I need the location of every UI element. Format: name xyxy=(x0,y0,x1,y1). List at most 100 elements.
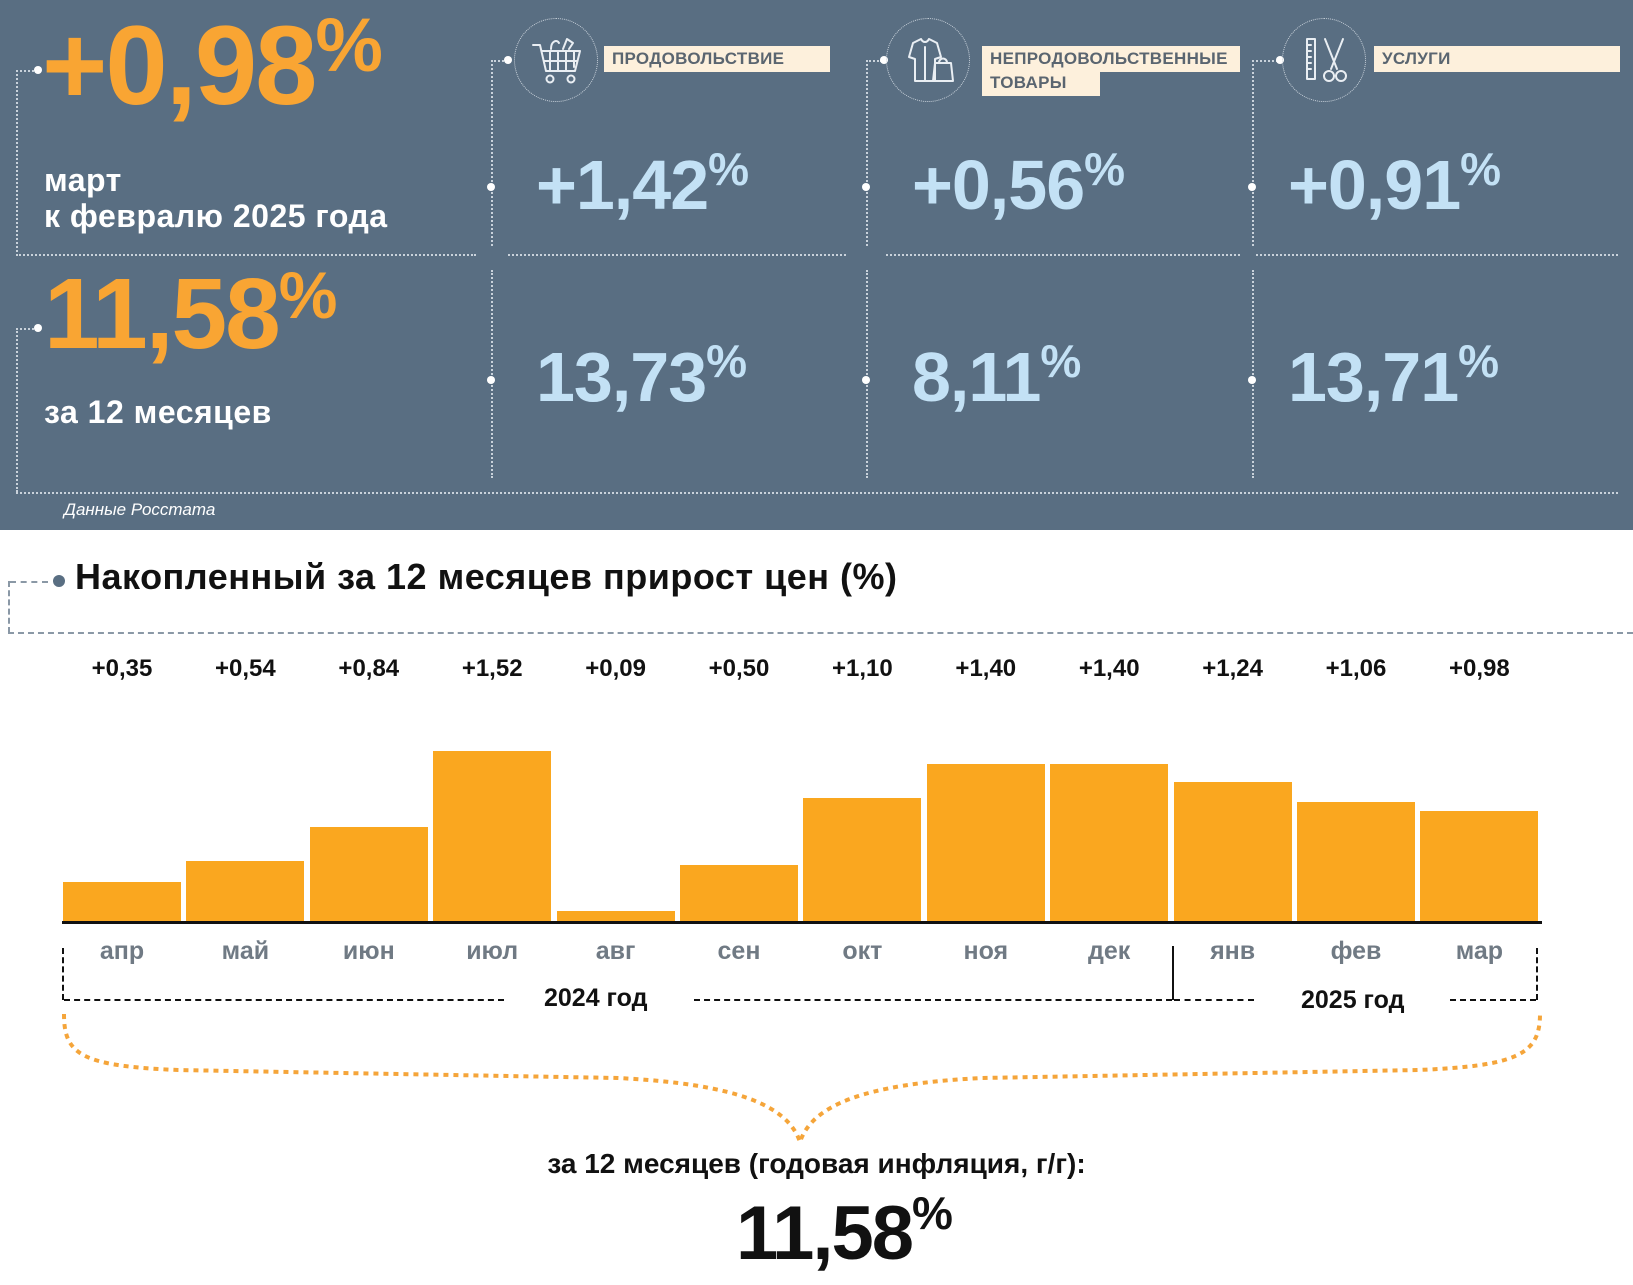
services-monthly-value: +0,91% xyxy=(1288,143,1501,224)
annual-caption: за 12 месяцев xyxy=(44,394,272,430)
title-bullet xyxy=(53,575,65,587)
monthly-caption: март к февралю 2025 года xyxy=(44,162,388,234)
bar-окт xyxy=(803,797,922,921)
month-label-май: май xyxy=(221,937,270,965)
title-connector xyxy=(8,581,10,633)
comb-scissors-icon xyxy=(1282,18,1366,102)
bar-сен xyxy=(680,865,798,921)
connector-node xyxy=(862,183,870,191)
row-divider xyxy=(508,254,846,256)
monthly-inflation-value: +0,98% xyxy=(42,3,383,128)
row-divider xyxy=(16,492,1618,494)
column-divider xyxy=(1252,60,1254,246)
row-divider xyxy=(886,254,1240,256)
connector-node xyxy=(504,56,512,64)
connector-line xyxy=(16,70,38,72)
column-divider xyxy=(491,270,493,478)
month-label-янв: янв xyxy=(1210,937,1256,965)
value-label-мар: +0,98 xyxy=(1449,655,1510,682)
category-label-nonfood-line-1: НЕПРОДОВОЛЬСТВЕННЫЕ xyxy=(990,49,1228,68)
services-annual-value: 13,71% xyxy=(1288,335,1499,416)
year-label-2024: 2024 год xyxy=(544,984,648,1012)
bar-июл xyxy=(433,750,552,921)
connector-node xyxy=(1248,183,1256,191)
title-underline xyxy=(8,632,1633,634)
value-label-апр: +0,35 xyxy=(91,655,153,682)
bar-дек xyxy=(1050,764,1169,921)
category-label-services: УСЛУГИ xyxy=(1374,46,1620,72)
bar-ноя xyxy=(926,764,1045,921)
nonfood-monthly-value: +0,56% xyxy=(912,143,1125,224)
food-annual-value: 13,73% xyxy=(536,335,747,416)
month-label-апр: апр xyxy=(99,937,145,965)
connector-line xyxy=(1252,60,1278,62)
bar-фев xyxy=(1297,802,1415,921)
value-label-фев: +1,06 xyxy=(1325,655,1387,682)
year-2024-line xyxy=(64,999,504,1001)
row-divider xyxy=(1256,254,1618,256)
value-label-авг: +0,09 xyxy=(585,655,646,682)
connector-node xyxy=(1248,376,1256,384)
connector-line xyxy=(866,60,882,62)
value-label-окт: +1,10 xyxy=(832,655,893,682)
category-label-nonfood-line-2: ТОВАРЫ xyxy=(990,73,1067,92)
title-connector xyxy=(10,581,48,583)
value-label-ноя: +1,40 xyxy=(955,655,1017,682)
chart-title: Накопленный за 12 месяцев прирост цен (%… xyxy=(75,556,898,597)
year-separator xyxy=(1172,946,1174,1000)
connector-line xyxy=(16,328,38,330)
year-2025-line xyxy=(1174,999,1254,1001)
summary-panel: +0,98% март к февралю 2025 года 11,58% з… xyxy=(0,0,1633,530)
annual-inflation-value: 11,58% xyxy=(44,258,337,370)
clothes-bag-icon xyxy=(886,18,970,102)
value-label-июл: +1,52 xyxy=(461,655,523,682)
year-bracket-left xyxy=(62,948,64,1000)
monthly-caption-line-1: март xyxy=(44,162,122,198)
bar-авг xyxy=(556,910,675,921)
value-label-сен: +0,50 xyxy=(708,655,770,682)
bar-мар xyxy=(1420,811,1539,921)
connector-node xyxy=(34,324,42,332)
month-label-мар: мар xyxy=(1455,937,1504,965)
column-divider xyxy=(866,60,868,246)
month-label-июн: июн xyxy=(342,937,395,965)
category-label-food: ПРОДОВОЛЬСТВИЕ xyxy=(604,46,830,72)
connector-node xyxy=(487,183,495,191)
data-source-note: Данные Росстата xyxy=(64,500,216,519)
shopping-cart-icon xyxy=(514,18,598,102)
bar-янв xyxy=(1173,782,1292,921)
connector-line xyxy=(16,328,18,492)
month-label-сен: сен xyxy=(717,937,761,965)
connector-node xyxy=(862,376,870,384)
category-label-nonfood: НЕПРОДОВОЛЬСТВЕННЫЕ xyxy=(982,46,1240,72)
year-2025-line xyxy=(1450,999,1536,1001)
month-label-июл: июл xyxy=(466,937,519,965)
bar-май xyxy=(186,860,305,921)
value-label-дек: +1,40 xyxy=(1078,655,1140,682)
column-divider xyxy=(1252,270,1254,478)
value-label-май: +0,54 xyxy=(215,655,276,682)
month-label-дек: дек xyxy=(1088,937,1131,965)
connector-line xyxy=(16,70,18,256)
value-label-июн: +0,84 xyxy=(338,655,400,682)
year-bracket-right xyxy=(1536,948,1538,1000)
column-divider xyxy=(866,270,868,478)
monthly-caption-line-2: к февралю 2025 года xyxy=(44,198,388,234)
x-axis-line xyxy=(62,921,1542,924)
total-caption: за 12 месяцев (годовая инфляция, г/г): xyxy=(547,1148,1086,1179)
bar-апр xyxy=(63,881,181,921)
connector-node xyxy=(487,376,495,384)
month-label-окт: окт xyxy=(842,937,883,965)
food-monthly-value: +1,42% xyxy=(536,143,749,224)
connector-node xyxy=(880,56,888,64)
connector-node xyxy=(34,66,42,74)
year-label-2025: 2025 год xyxy=(1301,986,1405,1014)
year-2024-line xyxy=(694,999,1172,1001)
month-label-фев: фев xyxy=(1330,937,1382,965)
connector-node xyxy=(1276,56,1284,64)
category-label-nonfood-2: ТОВАРЫ xyxy=(982,70,1100,96)
row-divider xyxy=(16,254,476,256)
month-label-авг: авг xyxy=(595,937,636,965)
connector-line xyxy=(491,60,507,62)
bar-июн xyxy=(309,826,428,921)
